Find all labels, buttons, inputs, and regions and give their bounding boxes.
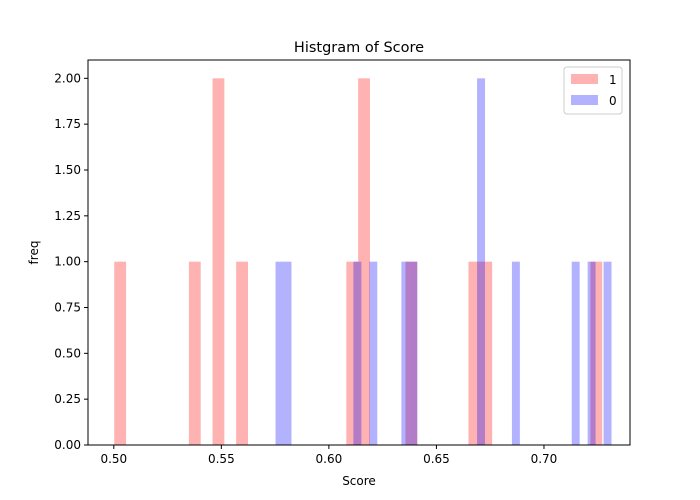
y-axis-label: freq (27, 241, 41, 265)
bar-series-1 (590, 261, 603, 445)
x-tick-label: 0.50 (100, 452, 127, 466)
bar-series-1 (212, 78, 225, 445)
y-tick-label: 1.00 (54, 255, 81, 269)
legend-label-0: 0 (609, 94, 617, 108)
bar-series-0 (587, 261, 596, 445)
bar-series-0 (511, 261, 520, 445)
bar-series-0 (571, 261, 580, 445)
bar-series-0 (409, 261, 418, 445)
y-tick-label: 0.00 (54, 438, 81, 452)
legend-swatch-1 (571, 74, 598, 84)
bar-series-1 (480, 261, 493, 445)
y-tick-label: 2.00 (54, 71, 81, 85)
y-tick-label: 1.50 (54, 163, 81, 177)
bar-series-0 (401, 261, 410, 445)
y-tick-label: 0.50 (54, 346, 81, 360)
bar-series-1 (358, 78, 370, 445)
bar-series-1 (114, 261, 127, 445)
legend-swatch-0 (571, 95, 598, 105)
bar-series-1 (188, 261, 201, 445)
bar-series-1 (346, 261, 359, 445)
bar-series-0 (275, 261, 284, 445)
bar-series-1 (468, 261, 481, 445)
bar-series-0 (603, 261, 612, 445)
bar-series-0 (283, 261, 292, 445)
bar-series-0 (477, 78, 486, 445)
axes-frame (87, 59, 631, 446)
x-tick-label: 0.55 (208, 452, 235, 466)
bar-series-1 (405, 261, 418, 445)
x-axis-label: Score (342, 474, 376, 488)
x-axis-ticks: 0.50 0.55 0.60 0.65 0.70 (100, 445, 557, 466)
y-axis-ticks: 0.00 0.25 0.50 0.75 1.00 1.25 1.50 1.75 2.00 (54, 71, 88, 452)
bar-series-0 (369, 261, 378, 445)
legend: 10 (563, 66, 623, 115)
bars-layer (114, 78, 612, 445)
bar-series-0 (353, 261, 362, 445)
legend-label-1: 1 (609, 73, 617, 87)
x-tick-label: 0.70 (531, 452, 558, 466)
legend-box (563, 66, 623, 115)
x-tick-label: 0.60 (316, 452, 343, 466)
bar-series-1 (236, 261, 249, 445)
y-tick-label: 1.25 (54, 209, 81, 223)
x-tick-label: 0.65 (423, 452, 450, 466)
y-tick-label: 0.25 (54, 392, 81, 406)
y-tick-label: 1.75 (54, 117, 81, 131)
y-tick-label: 0.75 (54, 301, 81, 315)
chart-title: Histgram of Score (294, 40, 424, 56)
